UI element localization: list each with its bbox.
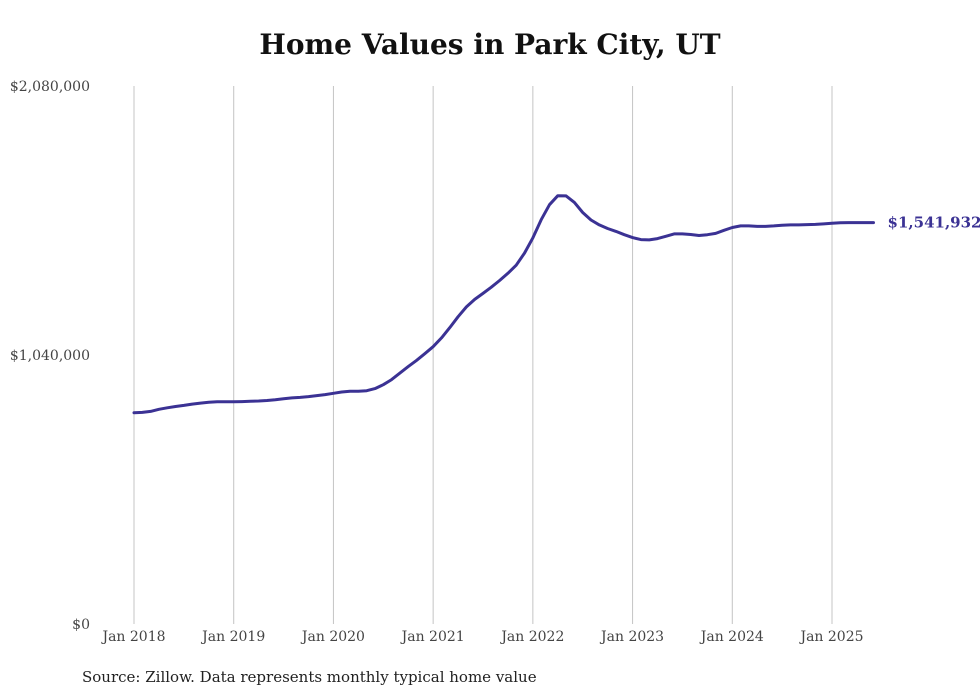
chart-title: Home Values in Park City, UT (259, 28, 721, 61)
y-tick-label: $1,040,000 (10, 348, 90, 364)
x-tick-label: Jan 2019 (200, 629, 265, 645)
y-tick-label: $2,080,000 (10, 79, 90, 95)
source-note: Source: Zillow. Data represents monthly … (82, 668, 537, 686)
series-line (132, 194, 875, 415)
x-tick-label: Jan 2023 (599, 629, 664, 645)
end-value-label: $1,541,932 (888, 214, 980, 232)
x-tick-label: Jan 2020 (300, 629, 365, 645)
grid-layer (133, 86, 833, 624)
x-tick-label: Jan 2025 (798, 629, 863, 645)
y-tick-label: $0 (72, 617, 90, 633)
x-tick-label: Jan 2021 (400, 629, 465, 645)
x-axis: Jan 2018 Jan 2019 Jan 2020 Jan 2021 Jan 2022… (100, 629, 863, 645)
series-layer: $1,541,932 (132, 194, 980, 415)
x-tick-label: Jan 2024 (699, 629, 764, 645)
y-axis: $0 $1,040,000 $2,080,000 (10, 79, 90, 633)
x-tick-label: Jan 2018 (100, 629, 165, 645)
x-tick-label: Jan 2022 (499, 629, 564, 645)
